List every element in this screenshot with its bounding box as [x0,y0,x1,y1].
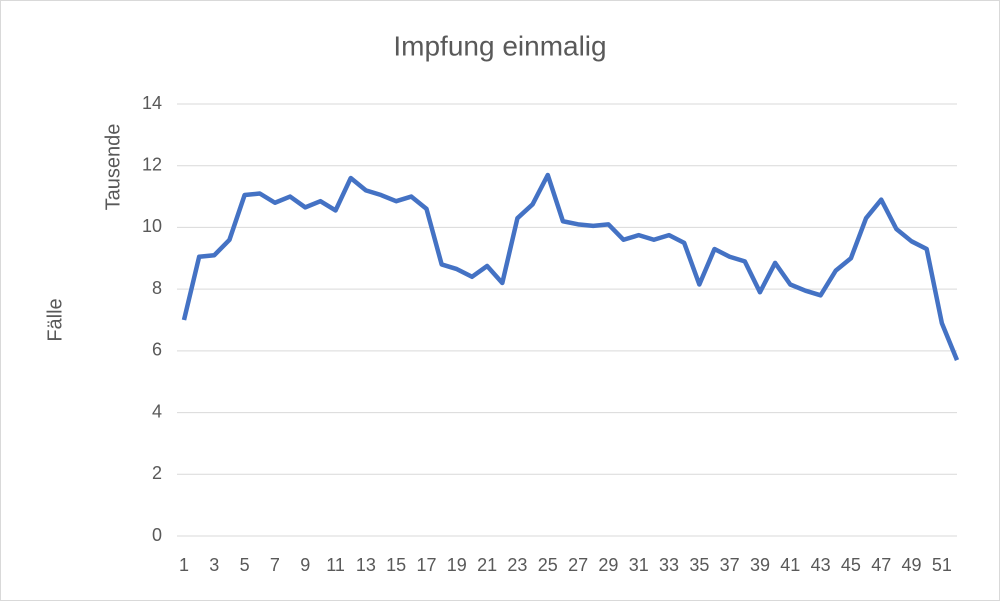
x-tick-label: 45 [841,555,861,575]
x-tick-label: 39 [750,555,770,575]
y-tick-label: 12 [142,154,162,174]
x-tick-label: 15 [386,555,406,575]
x-tick-label: 51 [932,555,952,575]
display-units-label: Tausende [102,124,124,211]
x-tick-label: 1 [179,555,189,575]
x-tick-label: 23 [507,555,527,575]
y-tick-label: 10 [142,216,162,236]
x-tick-label: 17 [416,555,436,575]
y-tick-label: 8 [152,278,162,298]
x-tick-label: 7 [270,555,280,575]
y-tick-label: 2 [152,463,162,483]
x-tick-label: 41 [780,555,800,575]
y-tick-label: 14 [142,93,162,113]
x-tick-label: 21 [477,555,497,575]
x-tick-label: 9 [300,555,310,575]
x-tick-label: 35 [689,555,709,575]
x-tick-label: 27 [568,555,588,575]
x-tick-label: 37 [720,555,740,575]
y-tick-label: 6 [152,340,162,360]
x-tick-label: 19 [447,555,467,575]
x-tick-label: 49 [902,555,922,575]
x-tick-label: 43 [811,555,831,575]
x-tick-label: 3 [209,555,219,575]
line-series [181,172,960,361]
y-axis-title: Fälle [44,298,66,341]
x-tick-label: 11 [326,555,345,575]
y-tick-label: 4 [152,401,162,421]
y-tick-label: 0 [152,525,162,545]
x-tick-label: 33 [659,555,679,575]
chart-title: Impfung einmalig [393,30,606,61]
x-tick-label: 29 [598,555,618,575]
x-tick-label: 31 [629,555,649,575]
x-tick-label: 25 [538,555,558,575]
x-tick-label: 47 [871,555,891,575]
x-tick-label: 13 [356,555,376,575]
x-tick-label: 5 [240,555,250,575]
